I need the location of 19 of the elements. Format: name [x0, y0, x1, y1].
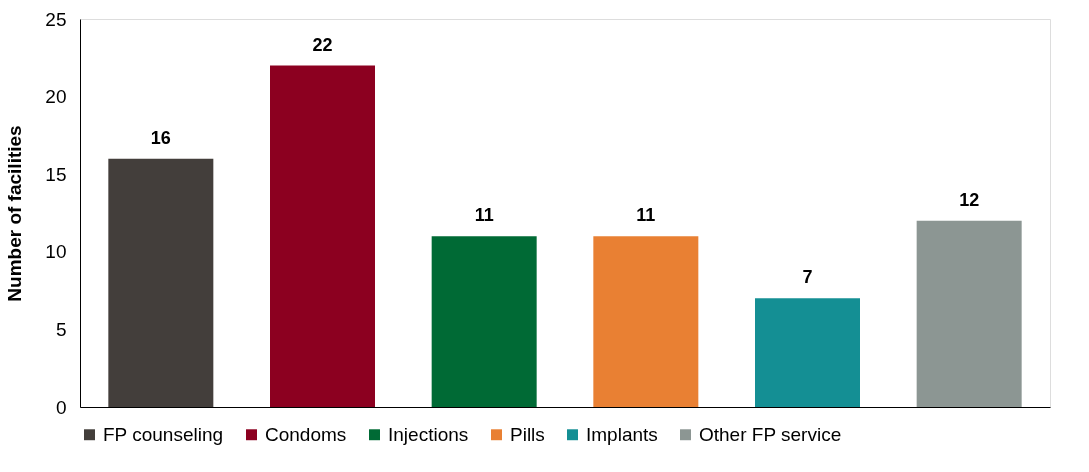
legend-label: Implants — [586, 423, 658, 445]
legend-label: Other FP service — [699, 423, 842, 445]
y-tick-label: 5 — [55, 318, 67, 340]
y-tick-label: 25 — [45, 8, 67, 30]
data-label: 22 — [312, 34, 333, 55]
y-tick-label: 15 — [45, 163, 67, 185]
data-label: 11 — [636, 205, 656, 226]
legend-label: Pills — [510, 423, 545, 445]
y-tick-label: 20 — [45, 86, 67, 108]
legend-label: Injections — [388, 423, 469, 445]
data-label: 16 — [150, 127, 171, 148]
legend-label: Condoms — [265, 423, 347, 445]
y-axis-title: Number of facilities — [4, 125, 26, 302]
y-tick-label: 10 — [45, 241, 67, 263]
legend-label: FP counseling — [103, 423, 224, 445]
data-label: 11 — [474, 205, 494, 226]
data-label: 7 — [802, 267, 813, 288]
y-tick-label: 0 — [55, 396, 67, 418]
data-label: 12 — [959, 189, 980, 210]
